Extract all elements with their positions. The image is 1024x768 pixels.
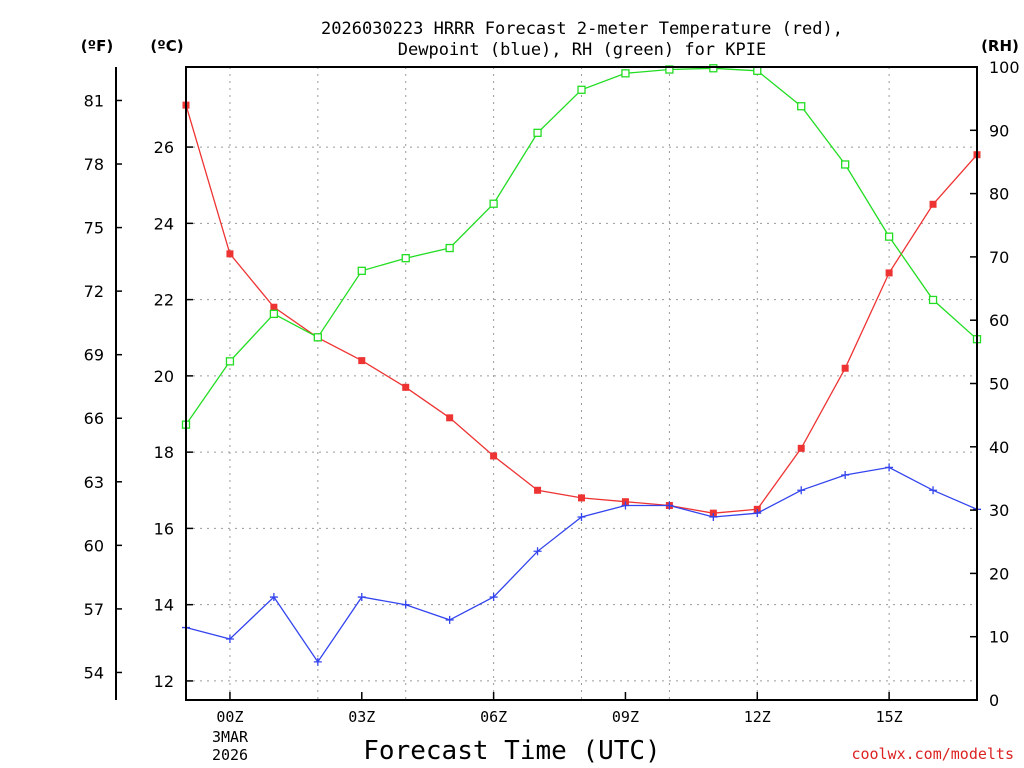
temperature-point <box>490 452 498 460</box>
fahrenheit-tick-label: 63 <box>84 473 104 492</box>
temperature-point <box>841 364 849 372</box>
rh-point <box>797 102 806 111</box>
rh-point <box>313 333 322 342</box>
x-tick-label: 03Z <box>348 708 375 726</box>
rh-point <box>621 69 630 78</box>
fahrenheit-tick-label: 69 <box>84 346 104 365</box>
temperature-point <box>885 269 893 277</box>
rh-point <box>533 128 542 137</box>
rh-tick-label: 100 <box>989 58 1020 77</box>
fahrenheit-tick-label: 78 <box>84 155 104 174</box>
fahrenheit-tick-label: 57 <box>84 600 104 619</box>
temperature-point <box>446 414 454 422</box>
rh-point <box>401 254 410 263</box>
dewpoint-point <box>225 634 234 643</box>
x-tick-label: 00Z <box>216 708 243 726</box>
dewpoint-point <box>533 547 542 556</box>
rh-point <box>225 357 235 366</box>
dewpoint-point <box>357 593 366 602</box>
rh-tick-label: 20 <box>989 564 1009 583</box>
series-temperature <box>182 101 981 517</box>
date-label-year: 2026 <box>212 746 248 764</box>
rh-tick-label: 40 <box>989 438 1009 457</box>
rh-line <box>185 67 978 425</box>
rh-tick-label: 30 <box>989 501 1009 520</box>
temperature-point <box>358 357 366 365</box>
x-tick-label: 09Z <box>612 708 639 726</box>
fahrenheit-tick-label: 60 <box>84 536 104 555</box>
date-label-month: 3MAR <box>212 728 249 746</box>
dewpoint-point <box>577 512 586 521</box>
dewpoint-point <box>753 509 762 518</box>
rh-point <box>709 64 718 73</box>
rh-tick-label: 50 <box>989 375 1009 394</box>
dewpoint-point <box>401 600 410 609</box>
fahrenheit-tick-label: 66 <box>84 409 104 428</box>
x-tick-label: 06Z <box>480 708 507 726</box>
temperature-point <box>929 200 937 208</box>
rh-tick-label: 0 <box>989 691 999 710</box>
celsius-axis-unit: (ºC) <box>150 37 183 55</box>
grid-lines <box>186 67 977 700</box>
celsius-tick-label: 22 <box>154 291 174 310</box>
dewpoint-point <box>269 593 278 602</box>
temperature-point <box>270 303 278 311</box>
celsius-tick-label: 12 <box>154 672 174 691</box>
temperature-point <box>226 250 234 258</box>
rh-point <box>577 85 586 94</box>
dewpoint-point <box>445 615 454 624</box>
celsius-tick-label: 26 <box>154 138 174 157</box>
credit-link[interactable]: coolwx.com/modelts <box>851 745 1014 763</box>
fahrenheit-tick-label: 81 <box>84 91 104 110</box>
x-axis-label: Forecast Time (UTC) <box>363 736 660 766</box>
dewpoint-point <box>885 463 894 472</box>
series-rh <box>181 64 982 429</box>
x-tick-label: 15Z <box>876 708 903 726</box>
dewpoint-point <box>489 593 498 602</box>
celsius-tick-label: 20 <box>154 367 174 386</box>
rh-tick-label: 10 <box>989 628 1009 647</box>
fahrenheit-tick-label: 75 <box>84 219 104 238</box>
axes-layer: 54 57 60 63 66 69 72 75 78 81 12 14 16 18 20 22 24 26 0 10 2… <box>84 58 1020 726</box>
temperature-point <box>534 486 542 494</box>
chart-title-line2: Dewpoint (blue), RH (green) for KPIE <box>398 40 766 60</box>
rh-point <box>841 160 850 169</box>
celsius-tick-label: 18 <box>154 443 174 462</box>
rh-point <box>445 243 454 253</box>
dewpoint-point <box>313 657 322 666</box>
celsius-tick-label: 16 <box>154 519 174 538</box>
dewpoint-point <box>665 501 674 510</box>
rh-point <box>489 199 498 208</box>
series-layer <box>181 64 982 666</box>
temperature-point <box>402 383 410 391</box>
fahrenheit-tick-label: 54 <box>84 663 104 682</box>
celsius-tick-label: 14 <box>154 596 174 615</box>
dewpoint-point <box>841 471 850 480</box>
dewpoint-point <box>709 512 718 521</box>
temperature-point <box>578 494 585 502</box>
rh-point <box>928 295 938 305</box>
x-tick-label: 12Z <box>744 708 771 726</box>
dewpoint-point <box>621 501 630 510</box>
rh-tick-label: 90 <box>989 121 1009 140</box>
rh-tick-label: 80 <box>989 185 1009 204</box>
chart-title-line1: 2026030223 HRRR Forecast 2-meter Tempera… <box>321 19 843 39</box>
rh-point <box>269 309 279 319</box>
dewpoint-point <box>797 486 806 495</box>
rh-tick-label: 70 <box>989 248 1009 267</box>
rh-axis-unit: (RH) <box>981 37 1019 55</box>
temperature-point <box>797 444 805 452</box>
fahrenheit-axis-unit: (ºF) <box>81 37 113 55</box>
rh-tick-label: 60 <box>989 311 1009 330</box>
rh-point <box>753 66 762 75</box>
celsius-tick-label: 24 <box>154 214 174 233</box>
rh-point <box>357 266 366 275</box>
fahrenheit-tick-label: 72 <box>84 282 104 301</box>
dewpoint-point <box>929 486 938 495</box>
rh-point <box>884 232 894 241</box>
